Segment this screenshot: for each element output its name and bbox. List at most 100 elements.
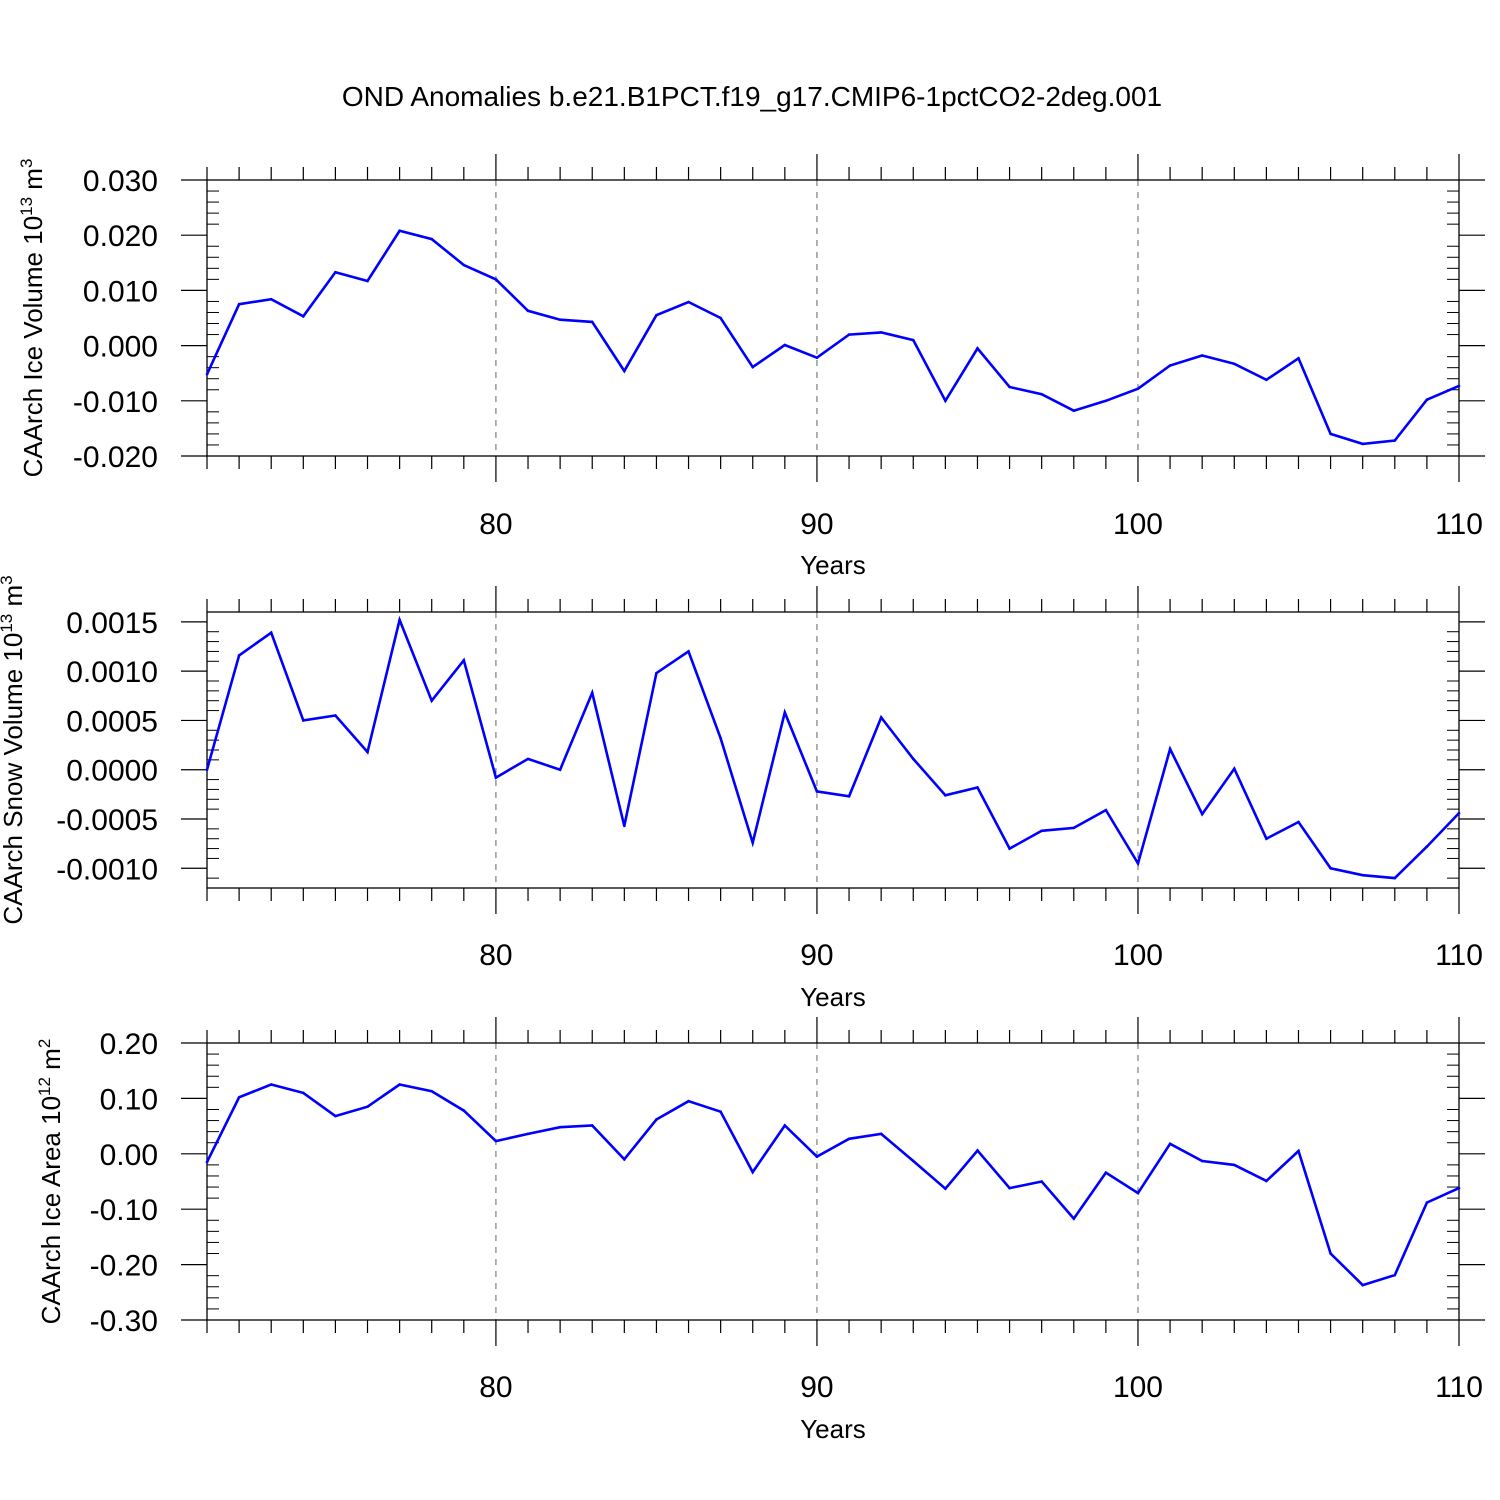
x-axis-label: Years	[800, 982, 866, 1012]
data-point	[1297, 356, 1300, 360]
data-point	[526, 757, 530, 761]
data-point	[1200, 1159, 1204, 1163]
data-point	[1136, 862, 1140, 865]
data-point	[205, 373, 209, 376]
data-point	[719, 1110, 722, 1113]
data-point	[911, 1159, 915, 1163]
data-point	[1040, 392, 1043, 396]
data-point	[623, 824, 626, 828]
y-tick-label: -0.10	[90, 1194, 158, 1227]
data-point	[944, 399, 947, 403]
data-point	[1232, 767, 1236, 771]
data-point	[1457, 1186, 1461, 1190]
chart-title: OND Anomalies b.e21.B1PCT.f19_g17.CMIP6-…	[342, 81, 1162, 112]
data-point	[237, 1095, 241, 1099]
data-point	[398, 618, 401, 622]
data-point	[944, 794, 947, 797]
data-point	[1393, 1273, 1397, 1277]
data-point	[847, 333, 851, 336]
data-point	[269, 631, 273, 634]
data-point	[815, 790, 819, 793]
data-point	[398, 1083, 401, 1086]
data-point	[687, 300, 690, 304]
data-point	[366, 279, 369, 283]
panel-2: -0.0010 -0.0005 0.0000 0.0005 0.0010 0.0015 80…	[0, 575, 1485, 1012]
y-tick-label: -0.0005	[56, 804, 158, 837]
data-point	[430, 237, 434, 241]
data-point	[430, 1089, 434, 1093]
data-point	[1361, 1283, 1364, 1287]
y-tick-label: 0.010	[83, 275, 158, 308]
plot-frame	[206, 179, 1460, 457]
data-point	[815, 356, 819, 360]
data-point	[1200, 812, 1204, 816]
data-point	[398, 229, 401, 233]
x-tick-label: 110	[1435, 939, 1483, 972]
y-tick-label: 0.020	[83, 220, 158, 253]
data-point	[1040, 1180, 1043, 1183]
data-point	[590, 320, 594, 324]
x-axis-label: Years	[800, 550, 866, 580]
data-point	[1008, 1186, 1011, 1190]
data-point	[1232, 1163, 1236, 1167]
data-point	[879, 331, 883, 334]
data-point	[1265, 378, 1268, 382]
data-point	[1457, 811, 1461, 815]
y-tick-label: 0.20	[100, 1028, 158, 1061]
panel-1: -0.020 -0.010 0.000 0.010 0.020 0.030 80 90 100 1…	[17, 154, 1485, 580]
x-tick-label: 80	[479, 1371, 512, 1404]
data-point	[1393, 876, 1397, 880]
plot-frame	[206, 611, 1460, 889]
data-point	[462, 1109, 466, 1112]
y-tick-label: -0.020	[73, 441, 158, 474]
y-tick-label: -0.20	[90, 1250, 158, 1283]
data-point	[1104, 399, 1108, 403]
data-point	[1168, 1142, 1172, 1146]
data-point	[1136, 387, 1140, 390]
data-point	[1200, 354, 1204, 357]
x-tick-label: 90	[800, 1371, 833, 1404]
y-tick-label: -0.30	[90, 1305, 158, 1338]
data-point	[944, 1187, 947, 1191]
y-tick-label: 0.00	[100, 1139, 158, 1172]
y-tick-label: 0.0010	[66, 656, 158, 689]
data-point	[302, 1091, 305, 1095]
data-point	[687, 650, 690, 653]
y-tick-label: 0.030	[83, 165, 158, 198]
data-point	[1265, 1179, 1268, 1183]
data-point	[719, 316, 722, 320]
series-line	[205, 229, 1460, 446]
data-point	[334, 270, 337, 274]
x-tick-label: 100	[1113, 508, 1163, 541]
data-point	[1457, 384, 1461, 388]
data-point	[1361, 873, 1364, 877]
panel-3: -0.30 -0.20 -0.10 0.00 0.10 0.20 80 90 100 110 Yea…	[35, 1017, 1485, 1444]
data-point	[751, 1170, 755, 1174]
data-point	[1072, 826, 1076, 830]
x-tick-label: 80	[479, 939, 512, 972]
data-point	[558, 768, 562, 772]
data-point	[1297, 1149, 1300, 1153]
data-point	[976, 1149, 979, 1152]
data-point	[462, 659, 466, 662]
data-point	[655, 671, 658, 675]
x-tick-label: 100	[1113, 939, 1163, 972]
data-point	[1361, 442, 1364, 446]
series-line	[205, 1083, 1460, 1287]
data-point	[1425, 398, 1429, 401]
data-point	[655, 313, 658, 317]
x-tick-label: 80	[479, 508, 512, 541]
y-tick-label: 0.0005	[66, 705, 158, 738]
y-tick-label: 0.10	[100, 1083, 158, 1116]
x-tick-label: 90	[800, 939, 833, 972]
data-point	[205, 768, 209, 772]
data-point	[558, 318, 562, 321]
data-point	[237, 302, 241, 306]
data-point	[590, 691, 594, 695]
data-point	[1072, 1217, 1076, 1220]
panels-container: -0.020 -0.010 0.000 0.010 0.020 0.030 80 90 100 1…	[0, 154, 1485, 1444]
data-point	[526, 309, 530, 313]
data-point	[847, 795, 851, 798]
data-point	[334, 714, 337, 717]
